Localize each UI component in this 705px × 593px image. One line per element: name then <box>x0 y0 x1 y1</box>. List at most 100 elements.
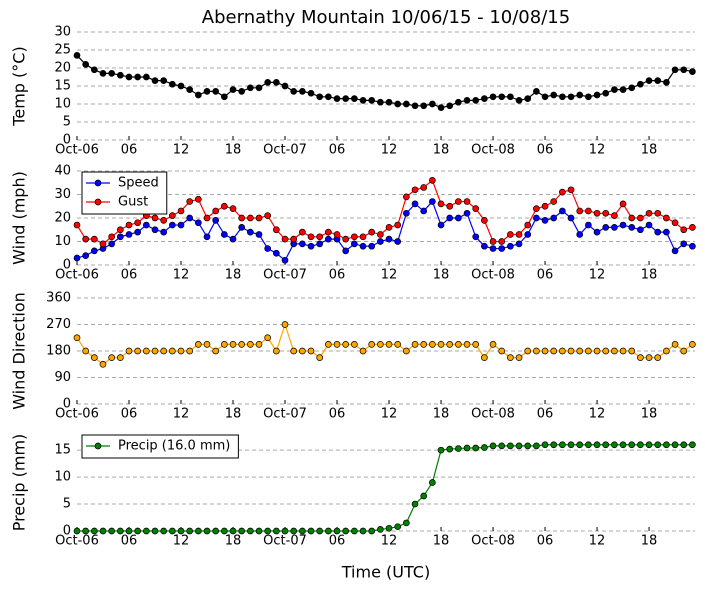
y-tick-label: 15 <box>54 79 71 94</box>
data-point <box>437 446 445 454</box>
data-point <box>82 61 90 68</box>
data-point <box>463 209 471 217</box>
data-point <box>654 209 662 217</box>
data-point <box>645 441 653 449</box>
data-point <box>194 219 202 227</box>
data-point <box>489 245 497 252</box>
data-point <box>394 221 402 229</box>
data-point <box>177 82 185 90</box>
data-point <box>160 347 168 355</box>
x-axis-label: Time (UTC) <box>341 563 430 582</box>
data-point <box>160 77 168 84</box>
data-point <box>446 202 454 210</box>
x-tick-label: 12 <box>589 407 606 422</box>
data-point <box>507 93 514 101</box>
data-point <box>437 200 445 208</box>
data-point <box>385 98 393 106</box>
x-tick-label: 18 <box>433 268 450 283</box>
data-point <box>316 93 324 101</box>
data-point <box>403 100 410 108</box>
data-point <box>290 527 298 535</box>
data-point <box>281 82 289 90</box>
data-point <box>342 95 350 102</box>
data-point <box>220 231 228 238</box>
data-point <box>463 444 471 452</box>
data-point <box>108 233 116 241</box>
data-point <box>515 354 523 361</box>
x-tick-label: 18 <box>225 534 242 549</box>
data-point <box>403 193 410 201</box>
data-point <box>481 95 488 102</box>
data-point <box>377 526 384 533</box>
data-point <box>99 360 107 368</box>
data-point <box>255 214 263 222</box>
data-point <box>229 235 237 243</box>
data-point <box>73 221 81 229</box>
x-tick-label: 06 <box>329 407 346 422</box>
data-point <box>559 347 566 355</box>
data-point <box>255 341 263 348</box>
data-point <box>567 441 575 449</box>
x-tick-label: Oct-07 <box>263 268 307 283</box>
data-point <box>593 209 601 217</box>
data-point <box>637 214 644 222</box>
data-point <box>220 341 228 348</box>
data-point <box>498 93 506 101</box>
data-point <box>576 207 584 215</box>
data-point <box>455 445 462 452</box>
data-point <box>533 347 540 355</box>
data-point <box>116 71 124 79</box>
data-point <box>489 442 497 450</box>
data-point <box>229 86 237 93</box>
data-point <box>663 79 670 86</box>
y-tick-label: 20 <box>54 61 71 76</box>
data-point <box>247 527 254 535</box>
data-point <box>203 341 211 348</box>
data-point <box>446 102 454 110</box>
data-point <box>455 341 462 348</box>
x-tick-label: 06 <box>329 534 346 549</box>
y-tick-label: 10 <box>54 234 71 249</box>
data-point <box>220 202 228 210</box>
y-tick-label: 10 <box>54 97 71 112</box>
x-tick-label: Oct-07 <box>263 534 307 549</box>
data-point <box>186 527 194 535</box>
x-tick-label: 12 <box>173 268 190 283</box>
x-tick-label: 06 <box>537 534 554 549</box>
data-point <box>73 254 81 262</box>
data-point <box>168 212 176 219</box>
data-point <box>238 224 246 231</box>
data-point <box>273 226 280 234</box>
data-point <box>142 221 150 229</box>
data-point <box>134 228 142 236</box>
data-point <box>238 88 246 95</box>
y-axis-label: Wind Direction <box>10 292 29 410</box>
data-point <box>515 240 523 248</box>
data-point <box>585 347 592 355</box>
y-tick-label: 20 <box>54 211 71 226</box>
y-tick-label: 0 <box>63 524 71 539</box>
x-tick-label: 06 <box>121 534 138 549</box>
data-point <box>307 89 315 97</box>
data-point <box>602 441 610 449</box>
data-point <box>316 233 324 241</box>
data-point <box>550 91 558 99</box>
y-tick-label: 5 <box>63 497 71 512</box>
data-point <box>325 341 332 348</box>
x-tick-label: 18 <box>433 143 450 158</box>
data-point <box>290 235 298 243</box>
data-point <box>567 186 575 194</box>
data-point <box>628 214 636 222</box>
legend-label: Precip (16.0 mm) <box>118 439 230 454</box>
data-point <box>472 97 480 104</box>
data-point <box>619 441 627 449</box>
data-point <box>325 93 332 101</box>
data-point <box>316 354 324 361</box>
data-point <box>247 341 254 348</box>
data-point <box>507 442 514 450</box>
legend-marker <box>94 179 102 187</box>
data-point <box>325 235 332 243</box>
x-tick-label: 18 <box>641 534 658 549</box>
data-point <box>619 347 627 355</box>
data-point <box>168 347 176 355</box>
